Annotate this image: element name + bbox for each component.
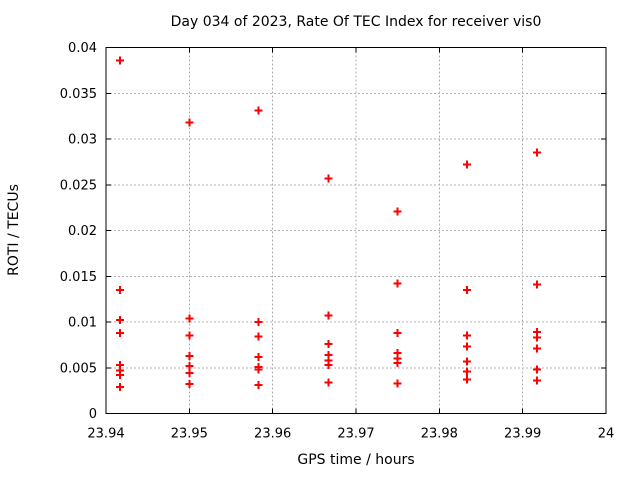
data-point-marker bbox=[462, 285, 471, 294]
data-point-marker bbox=[116, 56, 125, 65]
y-tick-label: 0 bbox=[89, 407, 97, 422]
data-point-marker bbox=[254, 106, 263, 115]
y-tick-label: 0.02 bbox=[68, 224, 97, 239]
data-point-marker bbox=[254, 365, 263, 374]
data-point-marker bbox=[185, 331, 194, 340]
data-point-marker bbox=[324, 378, 333, 387]
data-point-marker bbox=[254, 318, 263, 326]
data-point-marker bbox=[462, 342, 471, 351]
x-tick-label: 23.98 bbox=[421, 427, 458, 442]
y-tick-label: 0.01 bbox=[68, 316, 97, 331]
data-point-marker bbox=[462, 331, 471, 340]
y-tick-label: 0.015 bbox=[60, 270, 97, 285]
data-point-marker bbox=[532, 148, 541, 157]
y-tick-label: 0.03 bbox=[68, 133, 97, 148]
data-point-marker bbox=[116, 316, 125, 325]
data-point-marker bbox=[393, 328, 402, 337]
data-point-marker bbox=[324, 361, 333, 370]
data-point-marker bbox=[185, 314, 194, 323]
x-tick-label: 23.96 bbox=[254, 427, 291, 442]
data-point-marker bbox=[462, 160, 471, 169]
data-point-marker bbox=[254, 352, 263, 361]
data-point-marker bbox=[116, 285, 125, 294]
y-tick-label: 0.025 bbox=[60, 178, 97, 193]
data-point-marker bbox=[532, 365, 541, 374]
x-tick-label: 23.95 bbox=[171, 427, 208, 442]
data-point-marker bbox=[393, 359, 402, 368]
chart-title: Day 034 of 2023, Rate Of TEC Index for r… bbox=[170, 14, 542, 30]
data-point-marker bbox=[116, 371, 125, 380]
data-point-marker bbox=[185, 380, 194, 389]
x-tick-label: 23.99 bbox=[504, 427, 541, 442]
data-point-marker bbox=[116, 328, 125, 337]
x-axis-label: GPS time / hours bbox=[297, 452, 415, 468]
data-point-marker bbox=[324, 339, 333, 348]
data-point-marker bbox=[393, 279, 402, 288]
data-point-marker bbox=[254, 332, 263, 341]
data-point-marker bbox=[116, 382, 125, 391]
data-point-marker bbox=[185, 369, 194, 378]
data-point-marker bbox=[532, 376, 541, 385]
x-tick-label: 24 bbox=[598, 427, 615, 442]
data-point-marker bbox=[393, 207, 402, 216]
data-point-marker bbox=[185, 118, 194, 127]
y-tick-label: 0.035 bbox=[60, 87, 97, 102]
data-point-marker bbox=[393, 379, 402, 388]
data-point-marker bbox=[185, 361, 194, 370]
data-point-marker bbox=[254, 381, 263, 390]
y-axis-label: ROTI / TECUs bbox=[6, 184, 22, 276]
data-point-marker bbox=[532, 280, 541, 289]
x-tick-label: 23.97 bbox=[337, 427, 374, 442]
data-point-marker bbox=[532, 333, 541, 342]
data-point-marker bbox=[462, 357, 471, 366]
data-point-marker bbox=[324, 311, 333, 320]
data-point-marker bbox=[462, 367, 471, 376]
data-point-marker bbox=[462, 375, 471, 384]
y-tick-label: 0.04 bbox=[68, 41, 97, 56]
data-point-marker bbox=[532, 344, 541, 353]
data-point-marker bbox=[324, 174, 333, 183]
y-tick-label: 0.005 bbox=[60, 361, 97, 376]
x-tick-label: 23.94 bbox=[87, 427, 124, 442]
data-point-marker bbox=[185, 351, 194, 360]
